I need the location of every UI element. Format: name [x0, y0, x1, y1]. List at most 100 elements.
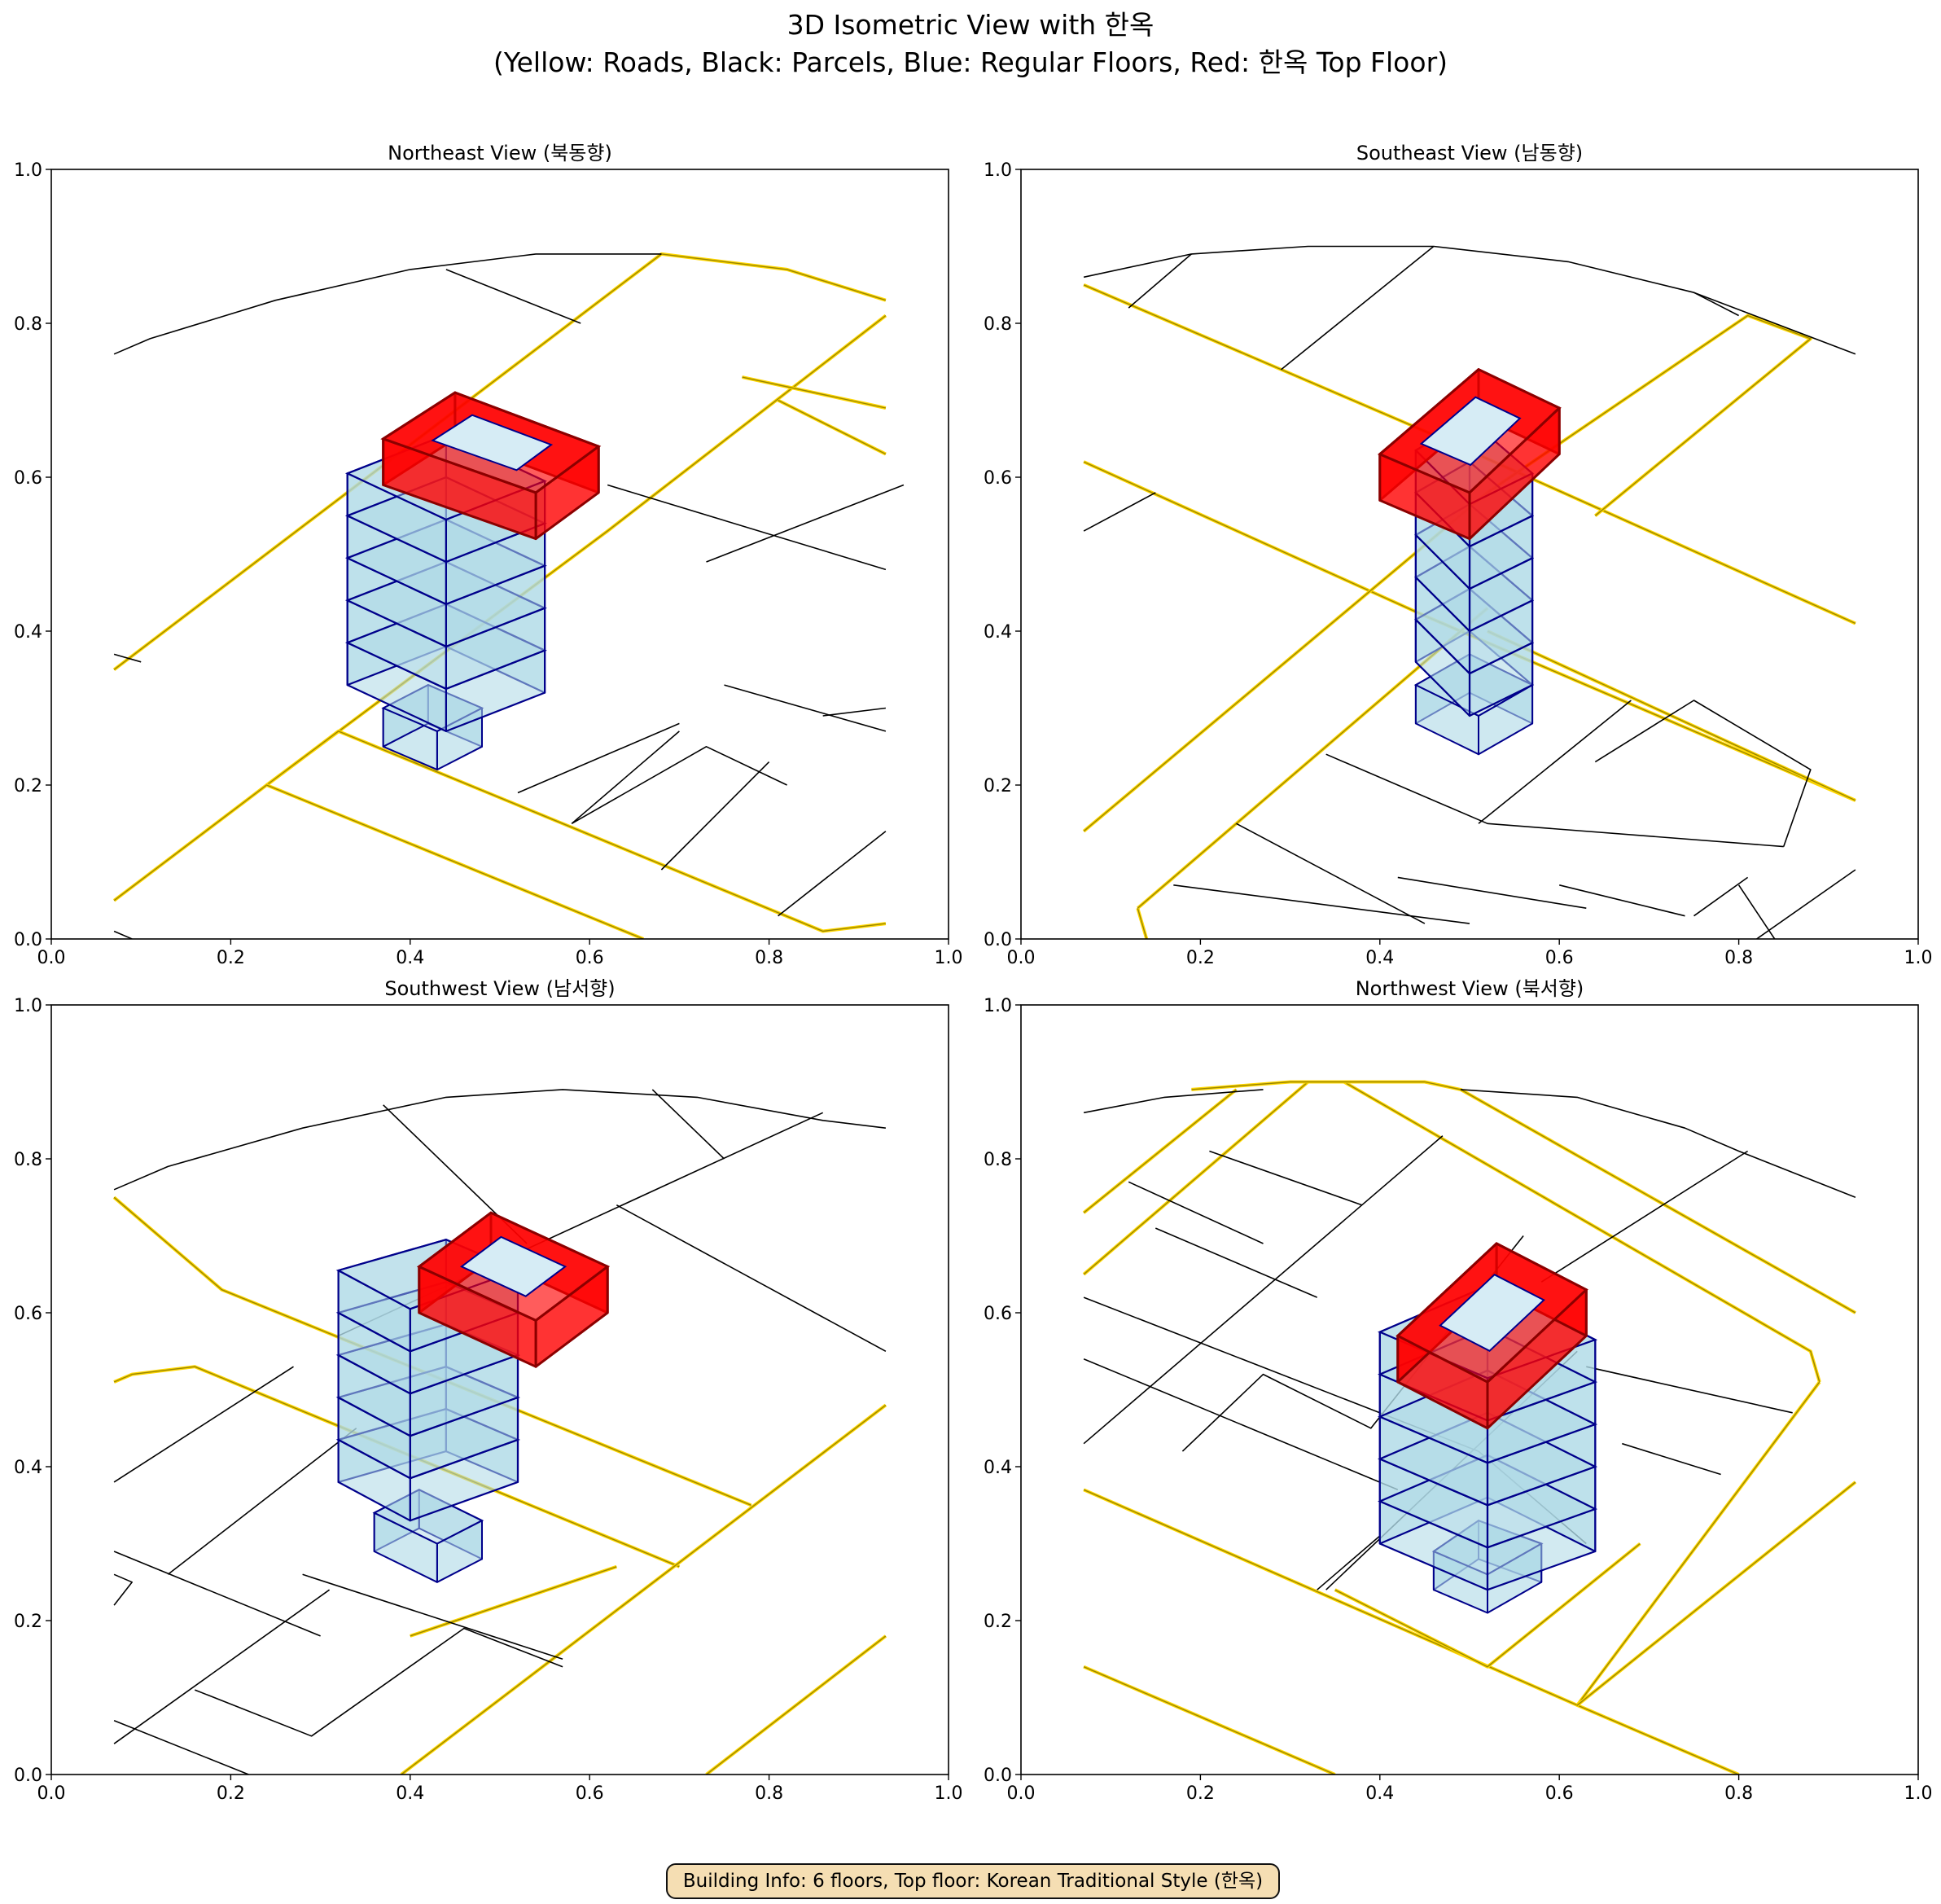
x-tick-label-0: 0.0 [1007, 1783, 1036, 1804]
parcel-10 [1594, 700, 1812, 847]
road-edge-5 [1487, 630, 1856, 801]
parcel-2 [651, 1089, 725, 1160]
panel-southwest: 0.0 0.2 0.4 0.6 0.8 1.0 0.0 0.2 0.4 0.6 0.8 1.0 Sout… [14, 977, 963, 1804]
road-edge-4 [1083, 1666, 1335, 1775]
parcel-4 [571, 745, 787, 824]
parcel-4 [616, 1204, 887, 1353]
parcel-1 [1460, 1089, 1856, 1199]
y-tick-label-5: 1.0 [14, 996, 42, 1016]
parcel-9 [1317, 1535, 1381, 1590]
x-tick-label-0: 0.0 [37, 948, 66, 968]
x-tick-label-5: 1.0 [1904, 1783, 1933, 1804]
x-tick-label-3: 0.6 [576, 948, 604, 968]
hanok-top-floor [416, 1211, 611, 1368]
y-tick-label-0: 0.0 [984, 1766, 1012, 1786]
figure-title-line2: (Yellow: Roads, Black: Parcels, Blue: Re… [493, 46, 1448, 78]
building-info-box: Building Info: 6 floors, Top floor: Kore… [666, 1863, 1280, 1899]
x-tick-label-5: 1.0 [935, 1783, 963, 1804]
x-tick-label-5: 1.0 [1904, 948, 1933, 968]
panel-title: Southwest View (남서향) [384, 977, 615, 1000]
panel-northeast: 0.0 0.2 0.4 0.6 0.8 1.0 0.0 0.2 0.4 0.6 0.8 1.0 Nort… [14, 142, 963, 968]
parcel-2 [1083, 1135, 1444, 1445]
panel-title: Southeast View (남동향) [1356, 142, 1583, 165]
axes-frame [1020, 169, 1919, 940]
x-tick-label-0: 0.0 [37, 1783, 66, 1804]
road-edge-0 [1083, 1089, 1237, 1213]
y-tick-label-1: 0.2 [14, 776, 42, 796]
y-tick-label-5: 1.0 [14, 160, 42, 181]
parcel-7 [1083, 1358, 1399, 1491]
x-tick-label-4: 0.8 [755, 1783, 783, 1804]
parcel-3 [1155, 1227, 1318, 1298]
y-tick-label-4: 0.8 [14, 1150, 42, 1170]
parcel-8 [660, 761, 770, 871]
y-tick-label-5: 1.0 [984, 160, 1012, 181]
hanok-courtyard [1419, 396, 1522, 467]
parcel-13 [1622, 1442, 1721, 1476]
parcel-7 [167, 1428, 357, 1575]
y-tick-label-5: 1.0 [984, 996, 1012, 1016]
parcel-8 [1397, 876, 1587, 909]
hanok-top-floor [380, 391, 602, 541]
y-tick-label-3: 0.6 [14, 1304, 42, 1324]
y-tick-label-0: 0.0 [14, 930, 42, 950]
parcel-0 [113, 253, 662, 355]
parcel-1 [445, 269, 581, 324]
parcel-7 [1236, 823, 1426, 924]
parcel-10 [195, 1627, 563, 1737]
x-tick-label-3: 0.6 [1545, 1783, 1574, 1804]
plot-area [1082, 1080, 1857, 1775]
x-tick-label-3: 0.6 [1545, 948, 1574, 968]
parcel-2 [113, 653, 142, 663]
hanok-courtyard [431, 414, 554, 472]
hanok-courtyard [1439, 1273, 1545, 1353]
hanok-courtyard [459, 1235, 567, 1297]
figure-title-line1: 3D Isometric View with 한옥 [786, 9, 1155, 41]
x-tick-label-2: 0.4 [396, 948, 424, 968]
road-edge-7 [1334, 1542, 1641, 1668]
parcel-5 [706, 484, 905, 563]
parcel-9 [113, 1589, 331, 1744]
road-edge-3 [266, 784, 644, 939]
parcel-0 [1083, 245, 1856, 355]
road-edge-6 [1576, 1481, 1856, 1706]
x-tick-label-2: 0.4 [1365, 1783, 1394, 1804]
y-tick-label-4: 0.8 [984, 314, 1012, 335]
hanok-top-floor [1377, 367, 1562, 541]
parcel-0 [1083, 1089, 1264, 1114]
parcel-8 [113, 1573, 133, 1606]
road-edge-2 [266, 730, 886, 932]
y-tick-label-4: 0.8 [984, 1150, 1012, 1170]
parcel-2 [1281, 245, 1435, 371]
parcel-7 [822, 707, 886, 717]
y-tick-label-2: 0.4 [984, 1458, 1012, 1478]
road-edge-5 [1576, 1704, 1739, 1775]
axes-frame [50, 1004, 949, 1775]
x-tick-label-3: 0.6 [576, 1783, 604, 1804]
parcel-11 [1540, 1150, 1749, 1283]
parcel-12 [1586, 1366, 1793, 1414]
parcel-6 [724, 684, 887, 732]
road-edge-2 [1191, 1081, 1856, 1314]
parcel-3 [607, 484, 887, 571]
y-tick-label-3: 0.6 [14, 468, 42, 489]
road-edge-0 [113, 1196, 751, 1506]
y-tick-label-2: 0.4 [984, 622, 1012, 643]
plot-area [112, 252, 905, 939]
road-edge-5 [778, 399, 887, 455]
road-edge-4 [742, 376, 887, 409]
parcel-5 [1325, 753, 1784, 848]
parcel-6 [1173, 884, 1470, 924]
x-tick-label-2: 0.4 [396, 1783, 424, 1804]
axes-frame [1020, 1004, 1919, 1775]
x-tick-label-2: 0.4 [1365, 948, 1394, 968]
x-tick-label-5: 1.0 [935, 948, 963, 968]
parcel-3 [1693, 292, 1739, 317]
y-tick-label-2: 0.4 [14, 622, 42, 643]
x-tick-label-1: 0.2 [1186, 948, 1215, 968]
parcel-5 [1209, 1150, 1363, 1206]
parcel-6 [113, 1551, 321, 1637]
parcel-11 [517, 722, 680, 794]
road-edge-2 [401, 1404, 887, 1775]
